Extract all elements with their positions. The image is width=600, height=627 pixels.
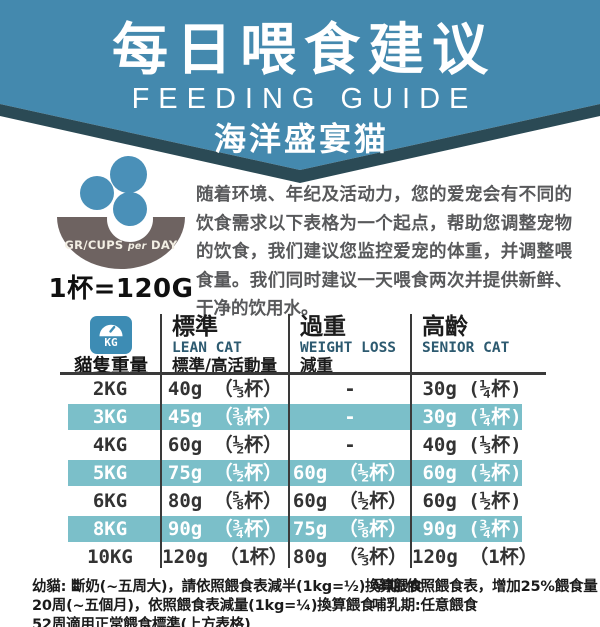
- weight-column-header: KG 貓隻重量: [60, 312, 160, 377]
- weight-cell: 6KG: [92, 490, 128, 512]
- senior-cell: 90g (¾杯): [422, 518, 522, 540]
- loss-note: 減重: [300, 356, 333, 375]
- lean-cell: 60g （½杯）: [167, 434, 283, 456]
- weight-cell: 5KG: [92, 462, 128, 484]
- kibble-icon: [113, 192, 147, 226]
- kg-icon-label: KG: [104, 336, 118, 349]
- loss-cell: 60g （½杯）: [292, 462, 408, 484]
- table-row: 3KG 45g （⅜杯） - 30g (¼杯): [60, 403, 546, 431]
- footnotes-pregnancy: 孕期:依照餵食表，增加25%餵食量 哺乳期:任意餵食: [372, 578, 598, 616]
- column-header-weight-loss: 過重 WEIGHT LOSS 減重: [300, 314, 397, 376]
- loss-cell: 60g （½杯）: [292, 490, 408, 512]
- table-row: 5KG 75g （½杯） 60g （½杯） 60g (½杯): [60, 459, 546, 487]
- loss-cell: 80g （⅔杯）: [292, 546, 408, 568]
- footnote-line: 孕期:依照餵食表，增加25%餵食量: [372, 579, 598, 595]
- table-row: 6KG 80g （⅝杯） 60g （½杯） 60g (½杯): [60, 487, 546, 515]
- bowl-label: GR/CUPS per DAY: [57, 238, 185, 252]
- kibble-icon: [80, 176, 114, 210]
- loss-cell: -: [344, 406, 356, 428]
- table-row: 4KG 60g （½杯） - 40g (⅓杯): [60, 431, 546, 459]
- footnotes-kitten: 幼貓: 斷奶(~五周大)，請依照餵食表減半(1kg=½)換算餵食 20周(~五個…: [32, 578, 423, 627]
- footnote-line: 哺乳期:任意餵食: [372, 598, 478, 614]
- senior-cell: 30g (¼杯): [422, 406, 522, 428]
- footnote-line: 20周(~五個月)，依照餵食表減量(1kg=¼)換算餵食: [32, 598, 375, 614]
- loss-cell: -: [344, 434, 356, 456]
- lean-subtitle: LEAN CAT: [172, 340, 242, 356]
- bowl-label-grcups: GR/CUPS: [64, 238, 124, 252]
- bowl-label-day: DAY: [150, 238, 178, 252]
- kibble-icon: [110, 156, 147, 193]
- lean-note: 標準/高活動量: [172, 356, 278, 375]
- lean-cell: 40g （⅓杯）: [167, 378, 283, 400]
- lean-title: 標準: [172, 314, 218, 340]
- banner-subtitle: FEEDING GUIDE: [131, 83, 478, 115]
- table-row: 2KG 40g （⅓杯） - 30g (¼杯): [60, 375, 546, 403]
- column-header-senior: 高齡 SENIOR CAT: [422, 314, 510, 357]
- bowl-graphic: GR/CUPS per DAY 1杯=120G: [49, 156, 205, 308]
- senior-cell: 30g (¼杯): [422, 378, 522, 400]
- product-name: 海洋盛宴猫: [213, 120, 389, 158]
- cup-conversion-note: 1杯=120G: [48, 274, 194, 304]
- page-title: 每日喂食建议: [112, 18, 496, 83]
- feeding-table: KG 貓隻重量 標準 LEAN CAT 標準/高活動量 過重 WEIGHT LO…: [60, 312, 546, 570]
- lean-cell: 45g （⅜杯）: [167, 406, 283, 428]
- senior-title: 高齡: [422, 314, 468, 340]
- table-row: 8KG 90g （¾杯） 75g （⅝杯） 90g (¾杯): [60, 515, 546, 543]
- senior-subtitle: SENIOR CAT: [422, 340, 510, 356]
- lean-cell: 75g （½杯）: [167, 462, 283, 484]
- weight-cell: 10KG: [87, 546, 133, 568]
- intro-text: 随着环境、年纪及活动力，您的爱宠会有不同的饮食需求以下表格为一个起点，帮助您调整…: [196, 185, 572, 319]
- lean-cell: 90g （¾杯）: [167, 518, 283, 540]
- senior-cell: 40g (⅓杯): [422, 434, 522, 456]
- weight-column-label: 貓隻重量: [73, 356, 148, 377]
- loss-cell: -: [344, 378, 356, 400]
- footnote-line: 幼貓: 斷奶(~五周大)，請依照餵食表減半(1kg=½)換算餵食: [32, 579, 423, 595]
- lean-cell: 80g （⅝杯）: [167, 490, 283, 512]
- bowl-label-per: per: [127, 241, 147, 252]
- column-divider: [160, 314, 162, 568]
- table-row: 10KG 120g （1杯） 80g （⅔杯） 120g （1杯）: [60, 543, 546, 571]
- kg-scale-icon: KG: [90, 316, 132, 354]
- senior-cell: 60g (½杯): [422, 490, 522, 512]
- loss-title: 過重: [300, 314, 346, 340]
- column-divider: [410, 314, 412, 568]
- footnote-line: 52周適用正常餵食標準(上方表格): [32, 617, 251, 627]
- weight-cell: 4KG: [92, 434, 128, 456]
- lean-cell: 120g （1杯）: [162, 546, 288, 568]
- column-header-lean: 標準 LEAN CAT 標準/高活動量: [172, 314, 278, 376]
- header-divider: [60, 372, 546, 375]
- weight-cell: 8KG: [92, 518, 128, 540]
- senior-cell: 60g (½杯): [422, 462, 522, 484]
- weight-cell: 2KG: [92, 378, 128, 400]
- column-divider: [288, 314, 290, 568]
- senior-cell: 120g （1杯）: [412, 546, 538, 568]
- loss-subtitle: WEIGHT LOSS: [300, 340, 397, 356]
- loss-cell: 75g （⅝杯）: [292, 518, 408, 540]
- weight-cell: 3KG: [92, 406, 128, 428]
